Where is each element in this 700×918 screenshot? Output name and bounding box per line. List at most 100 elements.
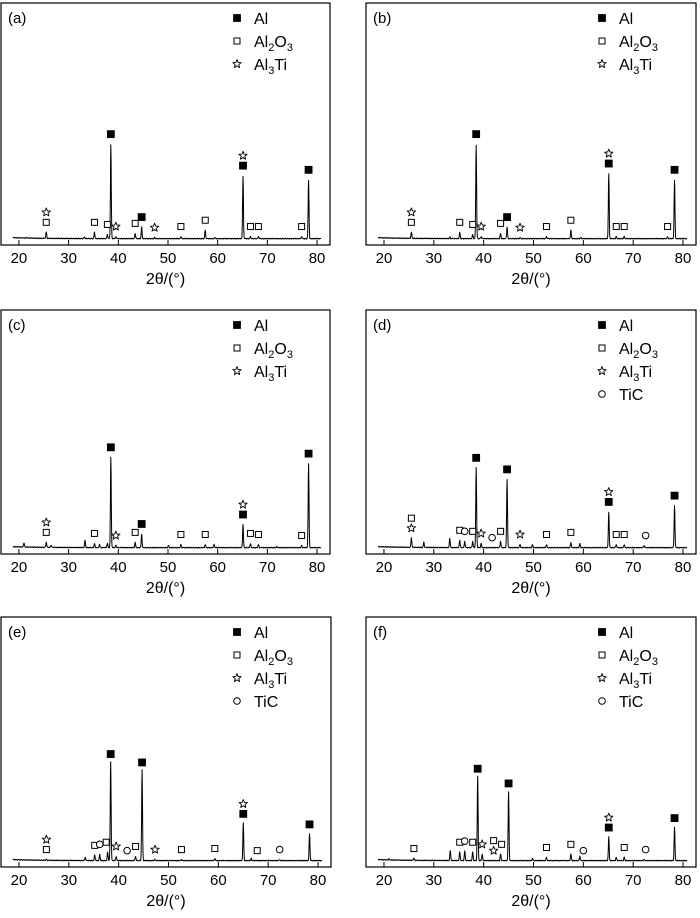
- al2o3-peak-marker: [131, 528, 139, 536]
- al-peak-marker: [106, 443, 115, 452]
- legend-label-al: Al: [619, 625, 633, 642]
- x-tick-label: 50: [525, 250, 542, 267]
- al3ti-peak-marker: [406, 523, 417, 533]
- al2o3-peak-marker: [567, 840, 575, 848]
- xrd-pattern-line: [377, 775, 688, 862]
- x-tick-label: 50: [160, 872, 177, 889]
- x-tick-label: 20: [11, 250, 28, 267]
- al3ti-peak-marker: [238, 499, 248, 509]
- al2o3-peak-marker: [567, 528, 575, 536]
- al2o3-peak-marker: [664, 223, 672, 231]
- x-tick-label: 60: [575, 872, 592, 889]
- x-tick-label: 70: [625, 250, 642, 267]
- legend-label-tic: TiC: [619, 694, 643, 711]
- al2o3-peak-marker: [246, 223, 254, 231]
- al2o3-peak-marker: [567, 216, 575, 224]
- al2o3-legend-marker: [598, 37, 606, 45]
- al2o3-peak-marker: [612, 530, 620, 538]
- al2o3-peak-marker: [246, 529, 254, 537]
- al2o3-peak-marker: [211, 845, 219, 853]
- al3ti-legend-marker: [232, 673, 242, 683]
- tic-peak-marker: [460, 837, 469, 845]
- x-tick-label: 40: [475, 872, 492, 889]
- legend: Al Al2O3 Al3Ti: [597, 11, 658, 77]
- legend-label-al: Al: [619, 11, 633, 28]
- x-tick-label: 50: [160, 559, 177, 576]
- al2o3-peak-marker: [102, 838, 110, 846]
- al2o3-peak-marker: [407, 218, 415, 226]
- legend-label-al3ti: Al3Ti: [254, 57, 287, 77]
- xrd-panel: 20 30 40 50 60 70 80 2θ/(°) (b) Al Al2O3 Al3Ti: [365, 2, 697, 288]
- al3ti-legend-marker: [597, 366, 607, 376]
- legend-label-al3ti: Al3Ti: [254, 671, 287, 691]
- x-tick-label: 80: [675, 250, 692, 267]
- x-tick-label: 70: [259, 559, 276, 576]
- al2o3-peak-marker: [177, 846, 185, 854]
- panel-label: (f): [373, 624, 387, 641]
- x-axis-label: 2θ/(°): [146, 893, 185, 910]
- al2o3-peak-marker: [177, 223, 185, 231]
- al2o3-legend-marker: [233, 37, 241, 45]
- xrd-pattern-line: [377, 144, 688, 240]
- al3ti-peak-marker: [604, 812, 614, 822]
- x-tick-label: 70: [259, 250, 276, 267]
- al3ti-peak-marker: [515, 529, 525, 539]
- x-tick-label: 60: [575, 559, 592, 576]
- xrd-pattern-line: [12, 761, 323, 862]
- legend-label-al2o3: Al2O3: [619, 648, 658, 668]
- plot-frame: [365, 616, 697, 868]
- xrd-panel: 20 30 40 50 60 70 80 2θ/(°) (e) Al Al2O3 Al3Ti TiC: [0, 616, 332, 910]
- plot-frame: [0, 309, 331, 555]
- al-peak-marker: [670, 491, 679, 500]
- al3ti-peak-marker: [41, 834, 52, 844]
- x-tick-label: 30: [60, 872, 77, 889]
- x-tick-label: 20: [376, 250, 393, 267]
- x-tick-label: 60: [209, 559, 226, 576]
- xrd-panel: 20 30 40 50 60 70 80 2θ/(°) (d) Al Al2O3 Al3Ti TiC: [365, 309, 697, 597]
- al2o3-peak-marker: [469, 220, 477, 228]
- al3ti-legend-marker: [232, 366, 242, 376]
- tic-peak-marker: [460, 527, 469, 536]
- al-peak-marker: [137, 520, 146, 528]
- tic-peak-marker: [641, 845, 650, 854]
- x-tick-label: 80: [309, 250, 326, 267]
- legend-label-al2o3: Al2O3: [254, 648, 293, 668]
- al2o3-peak-marker: [90, 218, 98, 226]
- x-axis-label: 2θ/(°): [511, 580, 550, 597]
- al-peak-marker: [304, 165, 313, 174]
- al2o3-peak-marker: [298, 532, 306, 540]
- al3ti-peak-marker: [150, 844, 160, 854]
- x-tick-label: 40: [110, 250, 127, 267]
- al2o3-peak-marker: [90, 529, 98, 537]
- panel-label: (d): [373, 317, 391, 334]
- x-tick-label: 20: [11, 872, 28, 889]
- al3ti-peak-marker: [515, 222, 525, 232]
- tic-peak-marker: [579, 846, 588, 855]
- al2o3-peak-marker: [103, 220, 111, 228]
- plot-frame: [0, 616, 332, 868]
- al-peak-marker: [670, 814, 679, 822]
- al-legend-marker: [233, 628, 241, 636]
- x-tick-label: 40: [110, 559, 127, 576]
- al3ti-peak-marker: [238, 799, 248, 808]
- al2o3-legend-marker: [233, 651, 241, 659]
- x-tick-label: 80: [675, 559, 692, 576]
- al3ti-peak-marker: [149, 222, 160, 232]
- al-peak-marker: [106, 750, 115, 758]
- al-peak-marker: [239, 809, 248, 818]
- al-legend-marker: [233, 14, 241, 22]
- tic-peak-marker: [123, 846, 131, 855]
- panel-label: (a): [8, 10, 26, 27]
- al2o3-peak-marker: [201, 216, 209, 224]
- al2o3-peak-marker: [612, 223, 620, 231]
- al2o3-peak-marker: [410, 845, 418, 853]
- al2o3-peak-marker: [131, 219, 139, 227]
- x-tick-label: 30: [425, 250, 442, 267]
- legend: Al Al2O3 Al3Ti TiC: [597, 625, 658, 711]
- panel-label: (e): [8, 624, 26, 641]
- al-peak-marker: [473, 764, 482, 773]
- x-tick-label: 80: [310, 872, 327, 889]
- x-tick-label: 20: [11, 559, 28, 576]
- al3ti-legend-marker: [597, 59, 607, 69]
